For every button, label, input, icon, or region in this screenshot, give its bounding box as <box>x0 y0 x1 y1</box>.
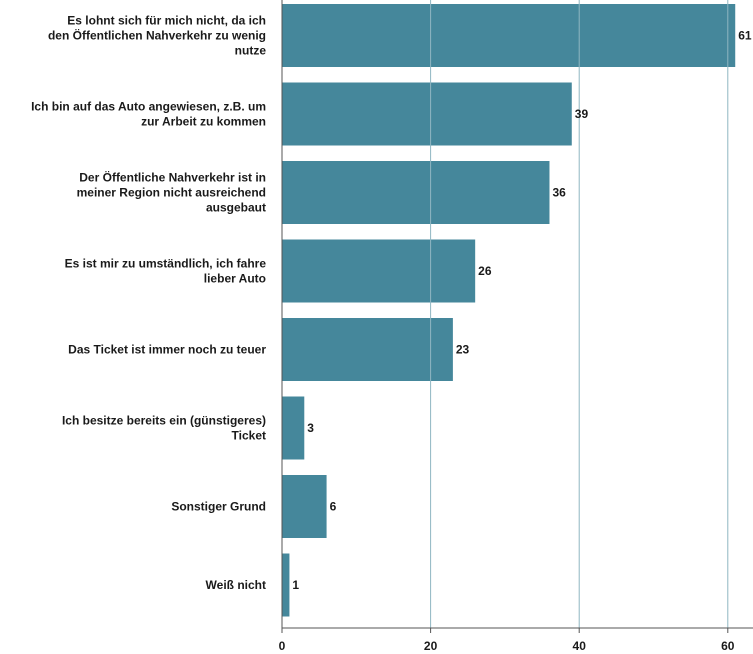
category-label-4: Es ist mir zu umständlich, ich fahre lieb… <box>65 257 267 286</box>
category-label-line: ausgebaut <box>206 201 266 215</box>
bar-8 <box>282 553 290 617</box>
value-label-7: 6 <box>330 500 337 514</box>
category-label-5: Das Ticket ist immer noch zu teuer <box>68 343 266 357</box>
value-label-1: 61 <box>738 29 752 43</box>
category-label-8: Weiß nicht <box>206 578 266 592</box>
bars-layer <box>282 4 736 617</box>
category-label-line: meiner Region nicht ausreichend <box>77 186 266 200</box>
category-label-line: Das Ticket ist immer noch zu teuer <box>68 343 266 357</box>
value-label-8: 1 <box>292 578 299 592</box>
x-tick-label-20: 20 <box>424 639 438 653</box>
category-label-line: Es ist mir zu umständlich, ich fahre <box>65 257 267 271</box>
value-label-4: 26 <box>478 264 492 278</box>
gridlines-layer <box>430 0 729 628</box>
category-label-line: nutze <box>235 44 267 58</box>
category-label-line: Der Öffentliche Nahverkehr ist in <box>79 170 266 185</box>
bar-4 <box>282 239 476 303</box>
category-label-7: Sonstiger Grund <box>171 500 266 514</box>
category-label-line: Ich besitze bereits ein (günstigeres) <box>62 414 266 428</box>
category-label-line: lieber Auto <box>204 272 266 286</box>
bar-6 <box>282 396 305 460</box>
category-label-line: Sonstiger Grund <box>171 500 266 514</box>
x-tick-label-40: 40 <box>573 639 587 653</box>
category-label-line: Ticket <box>232 429 266 443</box>
category-label-1: Es lohnt sich für mich nicht, da ich den … <box>48 14 266 58</box>
value-label-2: 39 <box>575 107 589 121</box>
category-label-line: Weiß nicht <box>206 578 266 592</box>
x-tick-label-0: 0 <box>279 639 286 653</box>
category-labels-layer: Es lohnt sich für mich nicht, da ich den … <box>31 14 266 593</box>
value-label-3: 36 <box>552 186 566 200</box>
value-label-6: 3 <box>307 421 314 435</box>
bar-2 <box>282 82 572 146</box>
bar-3 <box>282 161 550 224</box>
bar-7 <box>282 475 327 538</box>
x-tick-label-60: 60 <box>721 639 735 653</box>
category-label-2: Ich bin auf das Auto angewiesen, z.B. um… <box>31 100 266 129</box>
bar-5 <box>282 318 453 381</box>
bar-1 <box>282 4 736 67</box>
category-label-line: Es lohnt sich für mich nicht, da ich <box>67 14 266 28</box>
category-label-line: den Öffentlichen Nahverkehr zu wenig <box>48 28 266 43</box>
value-label-5: 23 <box>456 343 470 357</box>
category-label-3: Der Öffentliche Nahverkehr ist in meiner … <box>77 170 266 215</box>
category-label-6: Ich besitze bereits ein (günstigeres) Tic… <box>62 414 266 443</box>
category-label-line: Ich bin auf das Auto angewiesen, z.B. um <box>31 100 266 114</box>
x-axis: 0 20 40 60 <box>279 0 753 653</box>
category-label-line: zur Arbeit zu kommen <box>141 115 266 129</box>
